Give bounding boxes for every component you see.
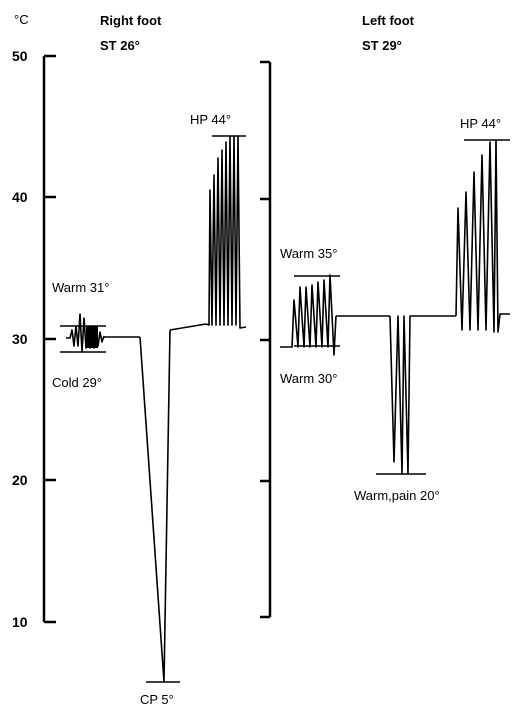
tick-label-50: 50 xyxy=(12,48,28,64)
label-left-warm-35: Warm 35° xyxy=(280,246,337,261)
label-left-warm-30: Warm 30° xyxy=(280,371,337,386)
label-left-warm-pain-20: Warm,pain 20° xyxy=(354,488,440,503)
right-foot-dense-block xyxy=(86,326,98,348)
panel-subtitle-left-foot: ST 29° xyxy=(362,38,402,53)
tick-label-20: 20 xyxy=(12,472,28,488)
y-unit-label: °C xyxy=(14,12,29,27)
left-foot-trace xyxy=(280,139,510,475)
panel-title-right-foot: Right foot xyxy=(100,13,162,28)
tick-label-40: 40 xyxy=(12,189,28,205)
right-foot-warm-cold-oscillation xyxy=(66,313,105,353)
label-right-warm-31: Warm 31° xyxy=(52,280,109,295)
right-foot-cold-pain-dip xyxy=(139,329,171,683)
panel-title-left-foot: Left foot xyxy=(362,13,415,28)
tick-label-30: 30 xyxy=(12,331,28,347)
left-y-axis xyxy=(42,54,56,624)
right-foot-trace xyxy=(66,135,247,683)
middle-y-axis xyxy=(260,60,272,619)
right-foot-heat-pain-oscillation xyxy=(205,135,247,329)
right-foot-rise xyxy=(169,323,207,331)
left-foot-threshold-bars xyxy=(294,139,510,475)
tick-label-10: 10 xyxy=(12,614,28,630)
label-left-hp-44: HP 44° xyxy=(460,116,501,131)
right-foot-threshold-bars xyxy=(60,135,246,683)
left-foot-heat-pain-oscillation xyxy=(455,139,510,333)
label-right-cold-29: Cold 29° xyxy=(52,375,102,390)
panel-subtitle-right-foot: ST 26° xyxy=(100,38,140,53)
label-right-hp-44: HP 44° xyxy=(190,112,231,127)
label-right-cp-5: CP 5° xyxy=(140,692,174,707)
left-foot-warm-pain-dip xyxy=(389,315,412,475)
left-foot-warm-oscillation xyxy=(280,274,337,356)
